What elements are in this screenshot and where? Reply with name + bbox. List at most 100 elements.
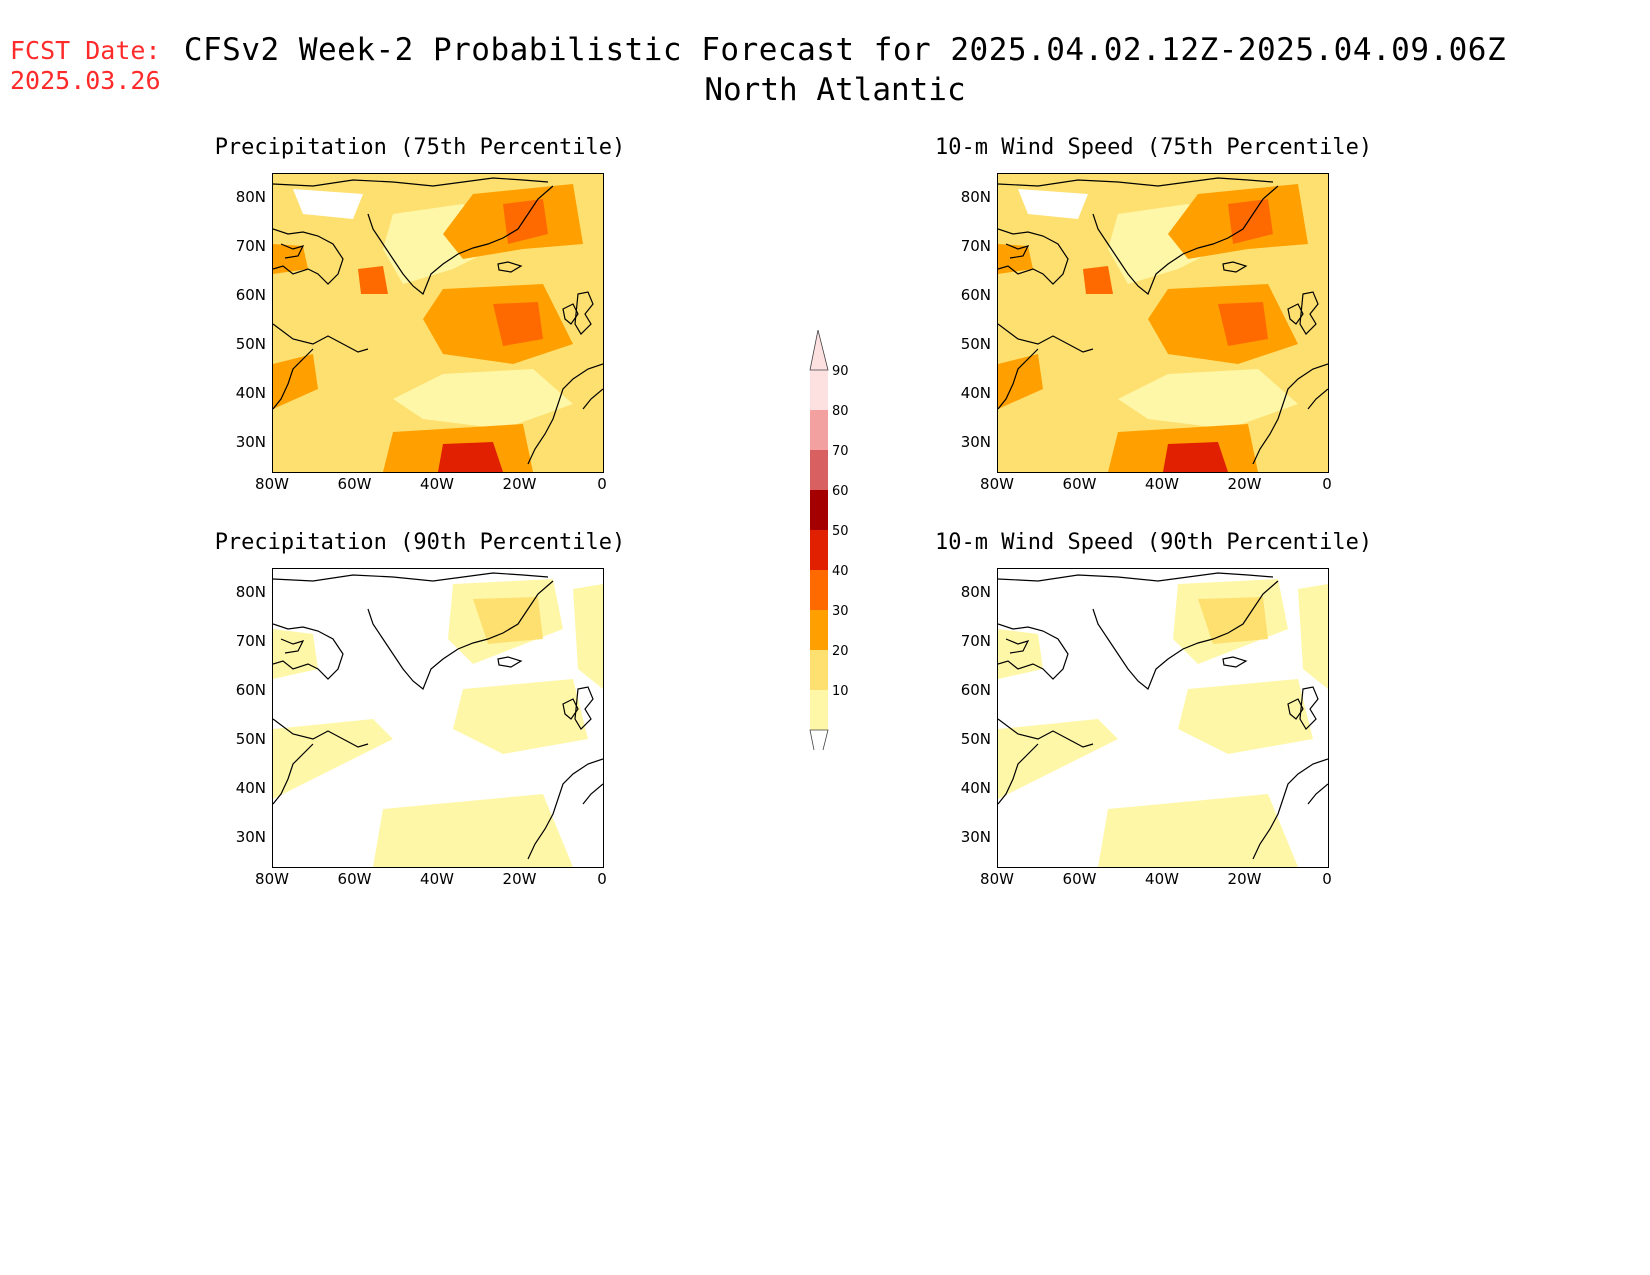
coastline [582,783,603,805]
lon-tick-label: 20W [1227,870,1262,888]
coastline [273,743,314,805]
color-legend-end [809,729,829,771]
color-legend-swatch [810,370,828,410]
lat-tick-label: 70N [960,632,991,650]
lat-tick-label: 30N [235,828,266,846]
probability-contour-fill [273,354,318,409]
map-panel-4: 10-m Wind Speed (90th Percentile) 80N 70N… [935,530,1372,920]
map-panel-3: Precipitation (90th Percentile) 80N 70N 60… [210,530,630,920]
lat-tick-label: 60N [235,681,266,699]
lon-tick-label: 40W [420,870,454,888]
color-legend-level: 40 [832,564,849,579]
lon-tick-label: 60W [1062,475,1097,493]
color-legend-level: 30 [832,604,849,619]
coastline [1307,388,1328,410]
lat-tick-label: 30N [960,828,991,846]
coastline [998,177,1274,187]
lon-tick-label: 40W [1145,870,1179,888]
lon-tick-label: 0 [1322,475,1332,493]
map-panel-2: 10-m Wind Speed (75th Percentile) 80N 70N… [935,135,1373,525]
lat-tick-label: 60N [960,681,991,699]
coastline [497,261,523,273]
probability-contour-fill [998,629,1043,679]
coastline [273,718,369,748]
probability-contour-fill [1098,794,1298,867]
coastline [280,638,305,654]
color-legend-swatch [810,530,828,570]
probability-contour-fill [998,719,1118,799]
color-legend-swatch [810,410,828,450]
coastline [273,348,314,410]
coastline [1307,783,1328,805]
probability-contour-fill [1198,597,1268,644]
map-frame [997,568,1329,868]
panel-title: Precipitation (75th Percentile) [214,135,626,160]
lat-tick-label: 40N [960,779,991,797]
probability-contour-fill [358,266,388,294]
color-legend-swatch [810,490,828,530]
lon-tick-label: 60W [1062,870,1097,888]
lat-tick-label: 80N [960,188,991,206]
forecast-date-block: FCST Date: 2025.03.26 [10,36,161,96]
figure-title: CFSv2 Week-2 Probabilistic Forecast for … [183,32,1507,68]
lat-tick-label: 80N [235,188,266,206]
lat-tick-label: 30N [960,433,991,451]
color-legend-bar: 90 80 70 60 50 40 30 20 10 [809,329,849,771]
coastline [1222,261,1248,273]
lon-tick-label: 20W [502,870,537,888]
coastline [562,303,579,325]
lat-tick-label: 70N [960,237,991,255]
lon-tick-label: 0 [597,870,607,888]
lon-tick-label: 60W [337,870,372,888]
probability-contour-fill [373,794,573,867]
figure-subtitle: North Atlantic [704,72,966,108]
coastline [998,572,1274,582]
probability-contour-fill [273,719,393,799]
coastline [998,348,1039,410]
map-plot [273,569,603,867]
lat-tick-label: 80N [235,583,266,601]
lon-tick-label: 0 [1322,870,1332,888]
color-legend-level: 50 [832,524,849,539]
probability-contour-fill [1018,189,1088,219]
color-legend-level: 90 [832,364,849,379]
probability-contour-fill [438,442,503,472]
panel-title: 10-m Wind Speed (75th Percentile) [935,135,1373,160]
figure-title-block: CFSv2 Week-2 Probabilistic Forecast for … [0,30,1650,110]
lat-tick-label: 70N [235,237,266,255]
lat-tick-label: 30N [235,433,266,451]
map-frame [272,568,604,868]
coastline [497,656,523,668]
probability-contour-fill [1228,199,1273,244]
color-legend-swatch [810,690,828,730]
probability-contour-fill [493,302,543,346]
map-frame [997,173,1329,473]
map-plot [273,174,603,472]
coastline [1092,580,1279,690]
coastline [1299,291,1319,335]
lat-tick-label: 50N [235,335,266,353]
probability-contour-fill [573,584,603,689]
lon-tick-label: 80W [980,475,1014,493]
coastline [582,388,603,410]
coastline [562,698,579,720]
probability-contour-fill [453,679,588,754]
map-frame [272,173,604,473]
coastline [998,228,1069,285]
coastline [998,623,1069,680]
coastline [1252,363,1328,465]
lon-tick-label: 20W [1227,475,1262,493]
color-legend-level: 60 [832,484,849,499]
coastline [367,185,554,295]
lat-tick-label: 50N [235,730,266,748]
probability-contour-fill [1118,369,1298,429]
coastline [273,623,344,680]
map-plot [998,569,1328,867]
coastline [367,580,554,690]
lat-tick-label: 50N [960,730,991,748]
coastline [574,686,594,730]
color-legend-level: 20 [832,644,849,659]
probability-contour-fill [1298,584,1328,689]
coastline [273,323,369,353]
probability-contour-fill [1218,302,1268,346]
